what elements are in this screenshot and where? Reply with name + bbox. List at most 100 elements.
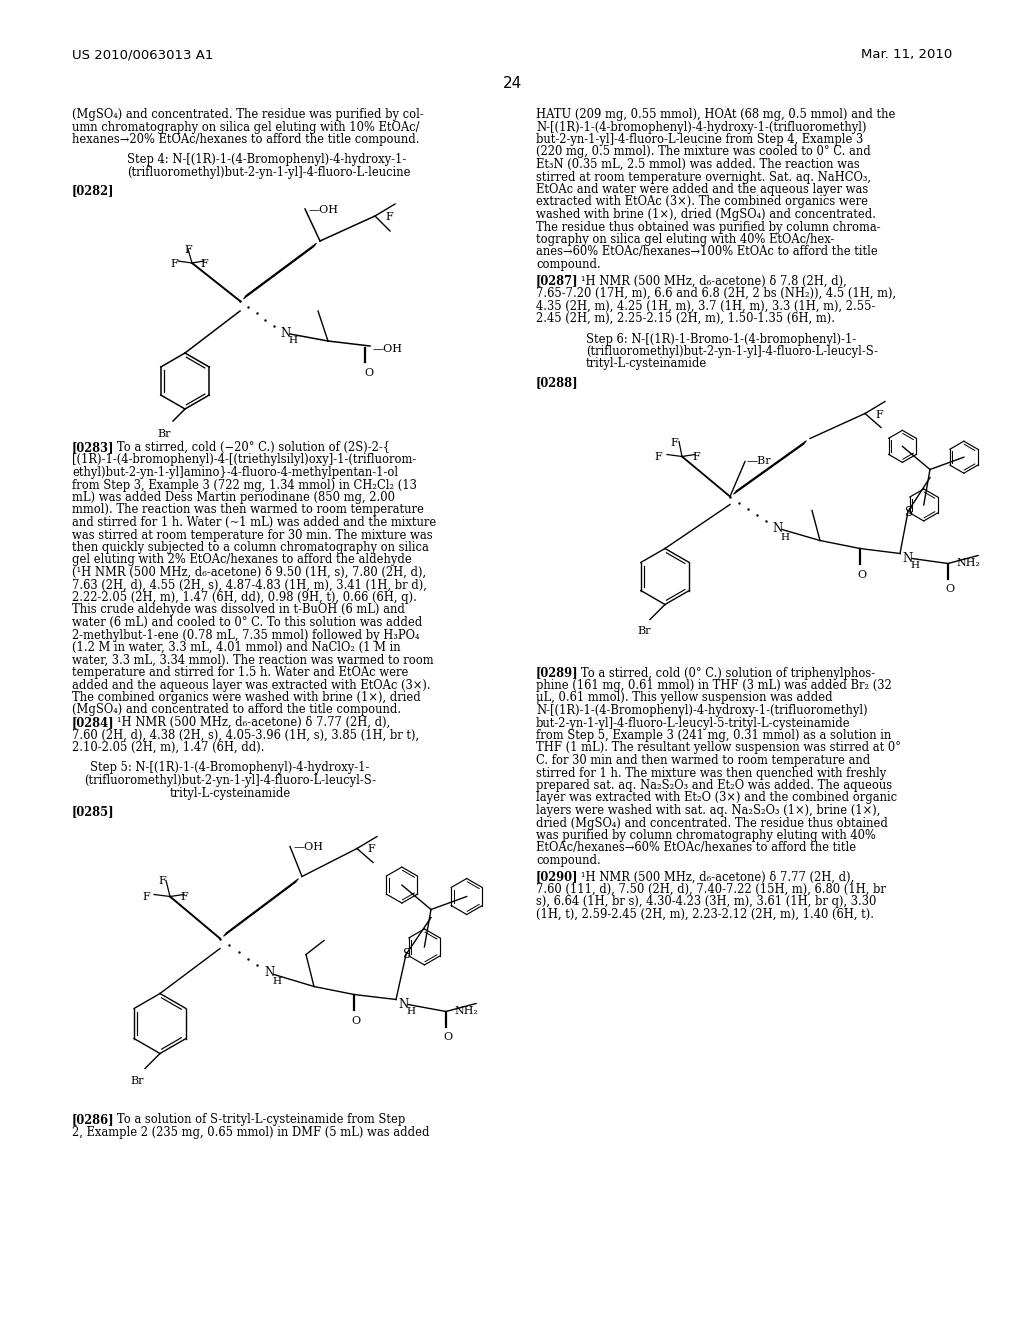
Text: (220 mg, 0.5 mmol). The mixture was cooled to 0° C. and: (220 mg, 0.5 mmol). The mixture was cool… [536, 145, 870, 158]
Text: washed with brine (1×), dried (MgSO₄) and concentrated.: washed with brine (1×), dried (MgSO₄) an… [536, 209, 876, 220]
Text: F: F [367, 845, 375, 854]
Text: F: F [170, 259, 178, 269]
Text: (MgSO₄) and concentrated to afford the title compound.: (MgSO₄) and concentrated to afford the t… [72, 704, 401, 717]
Text: stirred for 1 h. The mixture was then quenched with freshly: stirred for 1 h. The mixture was then qu… [536, 767, 886, 780]
Text: This crude aldehyde was dissolved in t-BuOH (6 mL) and: This crude aldehyde was dissolved in t-B… [72, 603, 404, 616]
Text: s), 6.64 (1H, br s), 4.30-4.23 (3H, m), 3.61 (1H, br q), 3.30: s), 6.64 (1H, br s), 4.30-4.23 (3H, m), … [536, 895, 877, 908]
Text: was purified by column chromatography eluting with 40%: was purified by column chromatography el… [536, 829, 876, 842]
Text: hexanes→20% EtOAc/hexanes to afford the title compound.: hexanes→20% EtOAc/hexanes to afford the … [72, 133, 420, 147]
Text: N: N [398, 998, 409, 1011]
Text: N: N [772, 523, 782, 536]
Text: 7.60 (2H, d), 4.38 (2H, s), 4.05-3.96 (1H, s), 3.85 (1H, br t),: 7.60 (2H, d), 4.38 (2H, s), 4.05-3.96 (1… [72, 729, 419, 742]
Text: F: F [692, 453, 699, 462]
Text: (trifluoromethyl)but-2-yn-1-yl]-4-fluoro-L-leucine: (trifluoromethyl)but-2-yn-1-yl]-4-fluoro… [127, 166, 411, 180]
Text: (trifluoromethyl)but-2-yn-1-yl]-4-fluoro-L-leucyl-S-: (trifluoromethyl)but-2-yn-1-yl]-4-fluoro… [84, 774, 376, 787]
Text: 2-methylbut-1-ene (0.78 mL, 7.35 mmol) followed by H₃PO₄: 2-methylbut-1-ene (0.78 mL, 7.35 mmol) f… [72, 628, 420, 642]
Text: NH₂: NH₂ [454, 1006, 478, 1015]
Text: 24: 24 [503, 77, 521, 91]
Text: F: F [142, 892, 150, 903]
Text: H: H [288, 337, 297, 345]
Text: (¹H NMR (500 MHz, d₆-acetone) δ 9.50 (1H, s), 7.80 (2H, d),: (¹H NMR (500 MHz, d₆-acetone) δ 9.50 (1H… [72, 566, 426, 579]
Text: [0289]: [0289] [536, 667, 579, 680]
Text: F: F [654, 453, 662, 462]
Text: F: F [158, 876, 166, 887]
Text: but-2-yn-1-yl]-4-fluoro-L-leucyl-5-trityl-L-cysteinamide: but-2-yn-1-yl]-4-fluoro-L-leucyl-5-trity… [536, 717, 851, 730]
Text: anes→60% EtOAc/hexanes→100% EtOAc to afford the title: anes→60% EtOAc/hexanes→100% EtOAc to aff… [536, 246, 878, 259]
Text: mmol). The reaction was then warmed to room temperature: mmol). The reaction was then warmed to r… [72, 503, 424, 516]
Text: N: N [280, 327, 290, 341]
Text: N-[(1R)-1-(4-Bromophenyl)-4-hydroxy-1-(trifluoromethyl): N-[(1R)-1-(4-Bromophenyl)-4-hydroxy-1-(t… [536, 704, 867, 717]
Text: temperature and stirred for 1.5 h. Water and EtOAc were: temperature and stirred for 1.5 h. Water… [72, 667, 409, 678]
Text: was stirred at room temperature for 30 min. The mixture was: was stirred at room temperature for 30 m… [72, 528, 432, 541]
Text: layers were washed with sat. aq. Na₂S₂O₃ (1×), brine (1×),: layers were washed with sat. aq. Na₂S₂O₃… [536, 804, 881, 817]
Text: H: H [910, 561, 919, 570]
Text: μL, 0.61 mmol). This yellow suspension was added: μL, 0.61 mmol). This yellow suspension w… [536, 692, 833, 705]
Text: N-[(1R)-1-(4-bromophenyl)-4-hydroxy-1-(trifluoromethyl): N-[(1R)-1-(4-bromophenyl)-4-hydroxy-1-(t… [536, 120, 866, 133]
Text: 2.22-2.05 (2H, m), 1.47 (6H, dd), 0.98 (9H, t), 0.66 (6H, q).: 2.22-2.05 (2H, m), 1.47 (6H, dd), 0.98 (… [72, 591, 417, 605]
Text: [(1R)-1-(4-bromophenyl)-4-[(triethylsilyl)oxy]-1-(trifluorom-: [(1R)-1-(4-bromophenyl)-4-[(triethylsily… [72, 454, 416, 466]
Text: 7.60 (111, d), 7.50 (2H, d), 7.40-7.22 (15H, m), 6.80 (1H, br: 7.60 (111, d), 7.50 (2H, d), 7.40-7.22 (… [536, 883, 886, 896]
Text: O: O [945, 585, 954, 594]
Text: —OH: —OH [373, 345, 403, 354]
Text: mL) was added Dess Martin periodinane (850 mg, 2.00: mL) was added Dess Martin periodinane (8… [72, 491, 395, 504]
Text: THF (1 mL). The resultant yellow suspension was stirred at 0°: THF (1 mL). The resultant yellow suspens… [536, 742, 901, 755]
Text: NH₂: NH₂ [956, 557, 980, 568]
Text: then quickly subjected to a column chromatography on silica: then quickly subjected to a column chrom… [72, 541, 429, 554]
Text: from Step 5, Example 3 (241 mg, 0.31 mmol) as a solution in: from Step 5, Example 3 (241 mg, 0.31 mmo… [536, 729, 891, 742]
Text: phine (161 mg, 0.61 mmol) in THF (3 mL) was added Br₂ (32: phine (161 mg, 0.61 mmol) in THF (3 mL) … [536, 678, 892, 692]
Text: [0286]: [0286] [72, 1114, 115, 1126]
Text: stirred at room temperature overnight. Sat. aq. NaHCO₃,: stirred at room temperature overnight. S… [536, 170, 871, 183]
Text: [0290]: [0290] [536, 870, 579, 883]
Text: N: N [264, 966, 274, 979]
Text: F: F [184, 246, 191, 255]
Text: H: H [780, 532, 790, 541]
Text: F: F [385, 213, 393, 222]
Text: Et₃N (0.35 mL, 2.5 mmol) was added. The reaction was: Et₃N (0.35 mL, 2.5 mmol) was added. The … [536, 158, 860, 172]
Text: The combined organics were washed with brine (1×), dried: The combined organics were washed with b… [72, 690, 421, 704]
Text: Step 6: N-[(1R)-1-Bromo-1-(4-bromophenyl)-1-: Step 6: N-[(1R)-1-Bromo-1-(4-bromophenyl… [586, 333, 856, 346]
Text: Br: Br [157, 429, 171, 440]
Text: 7.65-7.20 (17H, m), 6.6 and 6.8 (2H, 2 bs (NH₂)), 4.5 (1H, m),: 7.65-7.20 (17H, m), 6.6 and 6.8 (2H, 2 b… [536, 286, 896, 300]
Text: dried (MgSO₄) and concentrated. The residue thus obtained: dried (MgSO₄) and concentrated. The resi… [536, 817, 888, 829]
Text: O: O [443, 1032, 453, 1043]
Text: O: O [857, 569, 866, 579]
Text: H: H [272, 977, 281, 986]
Text: gel eluting with 2% EtOAc/hexanes to afford the aldehyde: gel eluting with 2% EtOAc/hexanes to aff… [72, 553, 412, 566]
Text: [0285]: [0285] [72, 805, 115, 818]
Text: (1.2 M in water, 3.3 mL, 4.01 mmol) and NaClO₂ (1 M in: (1.2 M in water, 3.3 mL, 4.01 mmol) and … [72, 642, 400, 653]
Text: [0288]: [0288] [536, 376, 579, 389]
Text: umn chromatography on silica gel eluting with 10% EtOAc/: umn chromatography on silica gel eluting… [72, 120, 420, 133]
Text: water, 3.3 mL, 3.34 mmol). The reaction was warmed to room: water, 3.3 mL, 3.34 mmol). The reaction … [72, 653, 433, 667]
Text: extracted with EtOAc (3×). The combined organics were: extracted with EtOAc (3×). The combined … [536, 195, 868, 209]
Text: Mar. 11, 2010: Mar. 11, 2010 [861, 48, 952, 61]
Text: ¹H NMR (500 MHz, d₆-acetone) δ 7.77 (2H, d),: ¹H NMR (500 MHz, d₆-acetone) δ 7.77 (2H,… [106, 715, 390, 729]
Text: 4.35 (2H, m), 4.25 (1H, m), 3.7 (1H, m), 3.3 (1H, m), 2.55-: 4.35 (2H, m), 4.25 (1H, m), 3.7 (1H, m),… [536, 300, 876, 313]
Text: compound.: compound. [536, 854, 601, 867]
Text: Step 4: N-[(1R)-1-(4-Bromophenyl)-4-hydroxy-1-: Step 4: N-[(1R)-1-(4-Bromophenyl)-4-hydr… [127, 153, 407, 166]
Text: (MgSO₄) and concentrated. The residue was purified by col-: (MgSO₄) and concentrated. The residue wa… [72, 108, 424, 121]
Text: ¹H NMR (500 MHz, d₆-acetone) δ 7.8 (2H, d),: ¹H NMR (500 MHz, d₆-acetone) δ 7.8 (2H, … [570, 275, 847, 288]
Text: (trifluoromethyl)but-2-yn-1-yl]-4-fluoro-L-leucyl-S-: (trifluoromethyl)but-2-yn-1-yl]-4-fluoro… [586, 345, 878, 358]
Text: 7.63 (2H, d), 4.55 (2H, s), 4.87-4.83 (1H, m), 3.41 (1H, br d),: 7.63 (2H, d), 4.55 (2H, s), 4.87-4.83 (1… [72, 578, 427, 591]
Text: N: N [902, 552, 912, 565]
Text: HATU (209 mg, 0.55 mmol), HOAt (68 mg, 0.5 mmol) and the: HATU (209 mg, 0.55 mmol), HOAt (68 mg, 0… [536, 108, 895, 121]
Text: To a stirred, cold (0° C.) solution of triphenylphos-: To a stirred, cold (0° C.) solution of t… [570, 667, 876, 680]
Text: [0283]: [0283] [72, 441, 115, 454]
Text: US 2010/0063013 A1: US 2010/0063013 A1 [72, 48, 213, 61]
Text: F: F [670, 437, 678, 447]
Text: O: O [351, 1015, 360, 1026]
Text: EtOAc/hexanes→60% EtOAc/hexanes to afford the title: EtOAc/hexanes→60% EtOAc/hexanes to affor… [536, 842, 856, 854]
Text: O: O [364, 368, 373, 378]
Text: trityl-L-cysteinamide: trityl-L-cysteinamide [586, 358, 708, 371]
Text: [0287]: [0287] [536, 275, 579, 288]
Text: —OH: —OH [309, 205, 339, 215]
Text: [0284]: [0284] [72, 715, 115, 729]
Text: S: S [403, 949, 411, 961]
Text: added and the aqueous layer was extracted with EtOAc (3×).: added and the aqueous layer was extracte… [72, 678, 431, 692]
Text: —Br: —Br [746, 455, 772, 466]
Text: (1H, t), 2.59-2.45 (2H, m), 2.23-2.12 (2H, m), 1.40 (6H, t).: (1H, t), 2.59-2.45 (2H, m), 2.23-2.12 (2… [536, 908, 874, 921]
Text: layer was extracted with Et₂O (3×) and the combined organic: layer was extracted with Et₂O (3×) and t… [536, 792, 897, 804]
Text: compound.: compound. [536, 257, 601, 271]
Text: F: F [180, 892, 187, 903]
Text: 2, Example 2 (235 mg, 0.65 mmol) in DMF (5 mL) was added: 2, Example 2 (235 mg, 0.65 mmol) in DMF … [72, 1126, 429, 1139]
